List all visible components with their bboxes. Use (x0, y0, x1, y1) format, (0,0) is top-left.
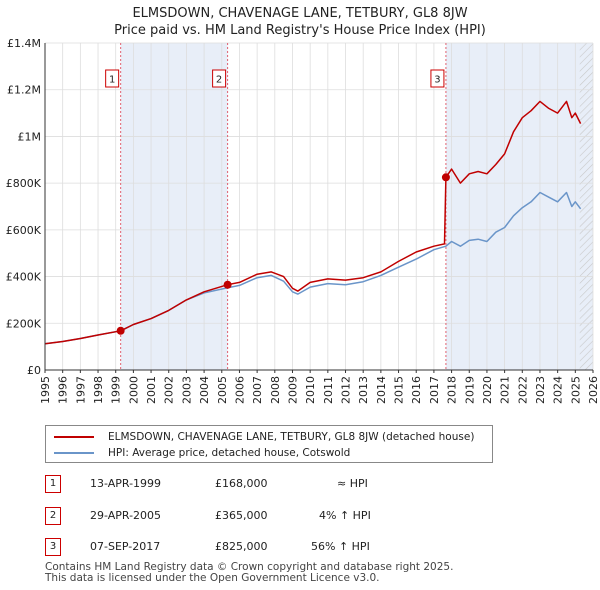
x-tick-label-2000: 2000 (127, 376, 140, 404)
x-tick-label-2020: 2020 (481, 376, 494, 404)
x-tick-label-2017: 2017 (428, 376, 441, 404)
sale-marker-box-1 (105, 69, 120, 88)
sale-date-1: 13-APR-1999 (90, 477, 162, 490)
sale-row-3: 3 07-SEP-2017 £825,000 56% ↑ HPI (45, 538, 585, 558)
x-tick-label-2015: 2015 (393, 376, 406, 404)
chart-legend: ELMSDOWN, CHAVENAGE LANE, TETBURY, GL8 8… (45, 425, 493, 463)
shaded-span-2 (445, 43, 593, 370)
x-tick-label-2008: 2008 (269, 376, 282, 404)
y-tick-label-600000: £600K (6, 224, 42, 237)
x-tick-label-2018: 2018 (446, 376, 459, 404)
sale-point-2 (223, 280, 232, 289)
x-tick-label-1999: 1999 (110, 376, 123, 404)
y-tick-label-1200000: £1.2M (7, 84, 41, 97)
sale-marker-label-3: 3 (434, 75, 440, 86)
sale-price-1: £168,000 (215, 477, 268, 490)
x-tick-label-2005: 2005 (216, 376, 229, 404)
sale-row-2: 2 29-APR-2005 £365,000 4% ↑ HPI (45, 507, 585, 527)
chart-title-line2: Price paid vs. HM Land Registry's House … (114, 23, 486, 38)
x-tick-label-1995: 1995 (39, 376, 52, 404)
legend-entry-price-paid: ELMSDOWN, CHAVENAGE LANE, TETBURY, GL8 8… (54, 429, 474, 445)
x-tick-label-2010: 2010 (304, 376, 317, 404)
x-tick-label-2022: 2022 (516, 376, 529, 404)
x-tick-label-2006: 2006 (233, 376, 246, 404)
sale-marker-label-1: 1 (109, 75, 115, 86)
legend-entry-hpi: HPI: Average price, detached house, Cots… (54, 445, 350, 461)
sale-date-2: 29-APR-2005 (90, 509, 162, 522)
legend-line-price-paid (54, 436, 94, 438)
sale-hpi-1: ≈ HPI (337, 477, 368, 490)
y-tick-label-800000: £800K (6, 177, 42, 190)
x-tick-label-1997: 1997 (74, 376, 87, 404)
y-tick-label-1000000: £1M (18, 130, 42, 143)
x-tick-label-2004: 2004 (198, 376, 211, 404)
x-tick-label-2001: 2001 (145, 376, 158, 404)
x-tick-label-2007: 2007 (251, 376, 264, 404)
sale-date-3: 07-SEP-2017 (90, 540, 161, 553)
sale-row-1: 1 13-APR-1999 £168,000 ≈ HPI (45, 475, 585, 495)
x-tick-label-1998: 1998 (92, 376, 105, 404)
shaded-span-1 (120, 43, 228, 370)
x-tick-label-2014: 2014 (375, 376, 388, 404)
x-tick-label-2025: 2025 (569, 376, 582, 404)
x-tick-label-2026: 2026 (587, 376, 600, 404)
x-tick-label-2002: 2002 (163, 376, 176, 404)
x-tick-label-2016: 2016 (410, 376, 423, 404)
footer-licence: This data is licensed under the Open Gov… (45, 572, 380, 584)
sale-badge-1: 1 (45, 475, 61, 493)
x-tick-label-2011: 2011 (322, 376, 335, 404)
x-tick-label-2019: 2019 (463, 376, 476, 404)
sale-marker-box-3 (430, 69, 445, 88)
y-tick-label-200000: £200K (6, 317, 42, 330)
x-tick-label-2012: 2012 (340, 376, 353, 404)
sale-price-2: £365,000 (215, 509, 268, 522)
x-tick-label-2021: 2021 (499, 376, 512, 404)
x-tick-label-2013: 2013 (357, 376, 370, 404)
sale-badge-3: 3 (45, 538, 61, 556)
forecast-hatch (579, 43, 593, 370)
x-tick-label-2009: 2009 (286, 376, 299, 404)
sale-marker-box-2 (212, 69, 227, 88)
x-tick-label-2023: 2023 (534, 376, 547, 404)
sale-point-1 (116, 326, 125, 335)
y-tick-label-0: £0 (27, 364, 41, 377)
sale-marker-label-2: 2 (216, 75, 222, 86)
legend-label-hpi: HPI: Average price, detached house, Cots… (108, 447, 351, 459)
legend-label-price-paid: ELMSDOWN, CHAVENAGE LANE, TETBURY, GL8 8… (108, 431, 475, 443)
footer-copyright: Contains HM Land Registry data © Crown c… (45, 561, 454, 573)
sale-hpi-3: 56% ↑ HPI (311, 540, 370, 553)
x-tick-label-2003: 2003 (180, 376, 193, 404)
y-tick-label-400000: £400K (6, 271, 42, 284)
x-tick-label-2024: 2024 (552, 376, 565, 404)
sale-price-3: £825,000 (215, 540, 268, 553)
price-paid-line (44, 100, 582, 345)
x-tick-label-1996: 1996 (57, 376, 70, 404)
chart-title-line1: ELMSDOWN, CHAVENAGE LANE, TETBURY, GL8 8… (132, 6, 468, 21)
y-tick-label-1400000: £1.4M (7, 37, 41, 50)
sale-hpi-2: 4% ↑ HPI (319, 509, 371, 522)
sale-point-3 (441, 173, 450, 182)
legend-line-hpi (54, 452, 94, 454)
price-chart: 1 2 3 £0 £200K £400K £600K £800K £1M £1.2M £1.4M 1… (6, 37, 600, 404)
sale-badge-2: 2 (45, 507, 61, 525)
